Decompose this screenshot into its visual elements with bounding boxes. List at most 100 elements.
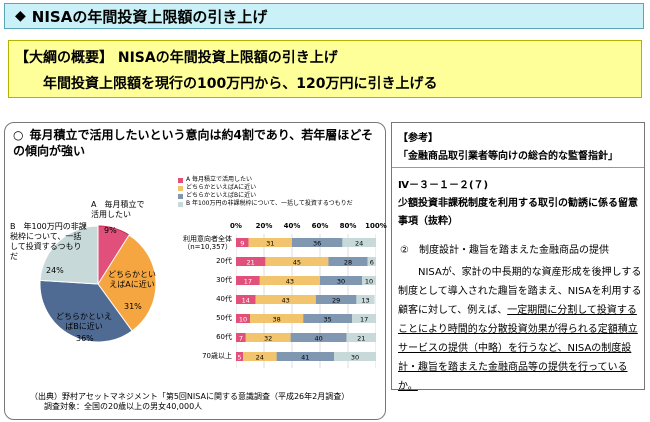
bar-value-label: 29: [332, 297, 340, 305]
outline-box: 【大綱の概要】 NISAの年間投資上限額の引き上げ 年間投資上限額を現行の100…: [8, 40, 642, 98]
source-line-2: 調査対象：全国の20歳以上の男女40,000人: [44, 402, 203, 411]
bar-category-label: 40代: [168, 295, 232, 303]
legend-label: B 年100万円の非課税枠について、一括して投資するつもりだ: [186, 200, 353, 207]
bar-segment: [236, 276, 260, 285]
bar-segment: [292, 238, 343, 247]
x-tick-label: 20%: [255, 222, 273, 230]
pie-label-a-text: A 毎月積立で活用したい: [91, 200, 145, 219]
bar-segment: [243, 352, 277, 361]
bar-segment: [356, 295, 375, 304]
reference-subtitle: 「金融商品取引業者等向けの総合的な監督指針」: [398, 151, 618, 162]
bar-value-label: 36: [313, 240, 321, 248]
bar-segment: [334, 352, 376, 361]
bar-segment: [315, 295, 357, 304]
pie-slice: [97, 234, 157, 332]
reference-point: ② 制度設計・趣旨を踏まえた金融商品の提供: [400, 245, 609, 256]
bar-category-text: 50代: [216, 314, 232, 322]
bar-value-label: 38: [272, 316, 280, 324]
reference-heading: 【参考】: [398, 133, 438, 144]
bar-value-label: 43: [282, 297, 290, 305]
bar-value-label: 45: [293, 259, 301, 267]
bar-value-label: 6: [370, 259, 374, 267]
bar-segment: [236, 257, 266, 266]
bar-segment: [236, 314, 250, 323]
diamond-icon: ◆: [15, 8, 26, 24]
x-tick-label: 80%: [339, 222, 357, 230]
bar-value-label: 43: [286, 278, 294, 286]
bar-legend: A 毎月積立で活用したい どちらかといえばAに近い どちらかといえばBに近い B 年1…: [178, 176, 353, 208]
reference-section: Ⅳ－３－１－２(７) 少額投資非課税制度を利用する取引の勧誘に係る留意事項（抜粋…: [398, 177, 642, 231]
circle-icon: ○: [13, 128, 24, 142]
pie-chart: [39, 225, 157, 343]
pie-slice: [39, 225, 99, 285]
bar-category-text: 20代: [216, 257, 232, 265]
bar-value-label: 17: [244, 278, 252, 286]
bar-value-label: 30: [337, 278, 345, 286]
survey-title-text: 毎月積立で活用したいという意向は約4割であり、若年層ほどその傾向が強い: [13, 128, 373, 158]
pie-label-bi: どちらかといえばBに近い: [56, 312, 112, 331]
legend-item: どちらかといえばBに近い: [178, 192, 353, 200]
legend-label: どちらかといえばAに近い: [186, 184, 257, 191]
bar-value-label: 28: [344, 259, 352, 267]
source-note: （出典）野村アセットマネジメント「第5回NISAに関する意識調査（平成26年2月…: [30, 392, 349, 412]
stacked-bar-chart: 9 31 36 24 21 45 28 6 17 43 30 10 14 43 29 13 10 38 35 17 7 3…: [236, 234, 376, 368]
reference-body: NISAが、家計の中長期的な資産形成を後押しする制度として導入された趣旨を踏まえ…: [398, 263, 644, 396]
bar-segment: [236, 295, 256, 304]
page-title: NISAの年間投資上限額の引き上げ: [31, 7, 268, 26]
bar-segment: [367, 257, 376, 266]
bar-category-label: 50代: [168, 314, 232, 322]
bar-segment: [342, 238, 376, 247]
title-bar: ◆ NISAの年間投資上限額の引き上げ: [4, 3, 644, 29]
bar-value-label: 14: [242, 297, 250, 305]
bar-segment: [265, 257, 329, 266]
legend-label: どちらかといえばBに近い: [186, 192, 257, 199]
bar-segment: [236, 352, 243, 361]
bar-value-label: 9: [240, 240, 244, 248]
pie-slice: [39, 279, 133, 343]
bar-category-text: （n=10,357）: [183, 243, 232, 251]
bar-segment: [276, 352, 334, 361]
bar-category-label: 利用意向者全体 （n=10,357）: [168, 235, 232, 251]
bar-segment: [290, 333, 347, 342]
bar-value-label: 21: [357, 335, 365, 343]
bar-segment: [352, 314, 376, 323]
legend-item: どちらかといえばAに近い: [178, 184, 353, 192]
bar-value-label: 21: [247, 259, 255, 267]
bar-segment: [328, 257, 368, 266]
body-plain: NISAが、家計の中長期的な資産形成を後押しする制度として導入された趣旨を踏まえ…: [398, 267, 642, 316]
bar-value-label: 7: [239, 335, 243, 343]
bar-segment: [259, 276, 320, 285]
legend-swatch: [178, 201, 183, 207]
bar-category-text: 60代: [216, 333, 232, 341]
reference-panel: 【参考】 「金融商品取引業者等向けの総合的な監督指針」 Ⅳ－３－１－２(７) 少…: [391, 122, 645, 392]
bar-value-label: 10: [239, 316, 247, 324]
pie-value-a: 9%: [104, 226, 117, 235]
bar-segment: [250, 314, 304, 323]
bar-value-label: 30: [351, 354, 359, 362]
divider: [392, 167, 644, 168]
bar-segment: [346, 333, 376, 342]
bar-category-label: 20代: [168, 257, 232, 265]
bar-segment: [236, 238, 249, 247]
bar-category-label: 60代: [168, 333, 232, 341]
bar-value-label: 24: [355, 240, 363, 248]
pie-label-a: A 毎月積立で活用したい: [91, 200, 151, 220]
bar-value-label: 41: [301, 354, 309, 362]
bar-value-label: 13: [361, 297, 369, 305]
bar-segment: [236, 333, 246, 342]
bar-segment: [255, 295, 316, 304]
bar-value-label: 32: [264, 335, 272, 343]
bar-value-label: 5: [237, 354, 241, 362]
bar-category-label: 30代: [168, 276, 232, 284]
bar-segment: [248, 238, 292, 247]
pie-label-ai: どちらかといえばAに近い: [108, 270, 156, 289]
bar-category-text: 利用意向者全体: [183, 235, 232, 243]
section-title: 少額投資非課税制度を利用する取引の勧誘に係る留意事項（抜粋）: [398, 198, 638, 227]
x-tick-label: 40%: [283, 222, 301, 230]
pie-value-b: 24%: [46, 266, 64, 275]
bar-value-label: 35: [324, 316, 332, 324]
outline-heading: 【大綱の概要】 NISAの年間投資上限額の引き上げ: [15, 50, 338, 66]
bar-segment: [320, 276, 362, 285]
bar-segment: [303, 314, 353, 323]
bar-value-label: 17: [360, 316, 368, 324]
